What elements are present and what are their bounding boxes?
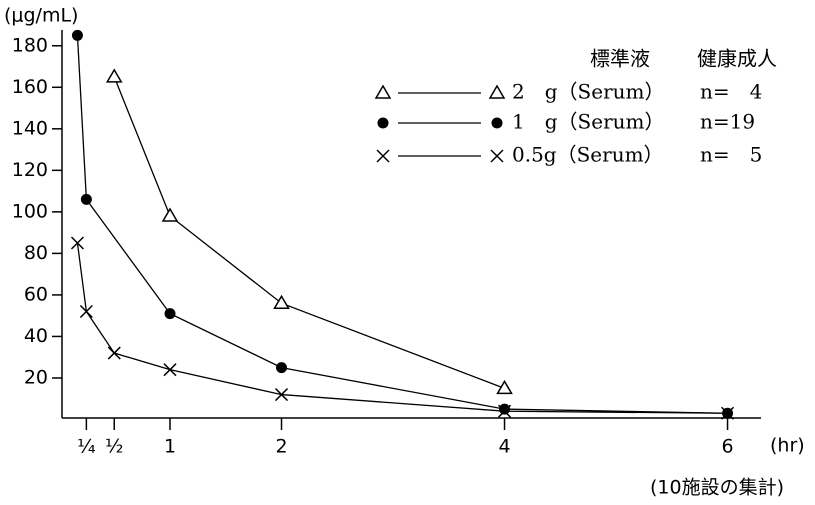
legend-header: 健康成人	[697, 47, 777, 71]
marker	[161, 207, 179, 222]
marker	[499, 403, 511, 415]
y-tick-label: 20	[24, 366, 48, 388]
x-axis-unit: (hr)	[770, 435, 805, 457]
legend-marker	[488, 84, 506, 99]
marker	[163, 363, 177, 377]
series-line	[76, 35, 728, 414]
x-tick-label: 1	[164, 436, 176, 458]
marker	[721, 406, 735, 420]
y-tick-label: 160	[12, 76, 48, 98]
marker	[164, 308, 176, 320]
y-tick-label: 120	[12, 159, 48, 181]
x-tick-label: 4	[498, 436, 510, 458]
y-tick-label: 80	[24, 242, 48, 264]
marker	[80, 193, 92, 205]
series-line	[76, 242, 728, 414]
marker	[71, 29, 83, 41]
note: (10施設の集計)	[650, 477, 784, 499]
y-axis-label: (μg/mL)	[4, 5, 78, 27]
legend-n: n= 5	[700, 143, 762, 167]
legend-marker	[490, 149, 504, 163]
x-tick-label: ¼	[77, 436, 95, 458]
legend-label: 0.5g（Serum）	[512, 143, 664, 167]
marker	[273, 294, 290, 309]
legend-marker	[376, 149, 390, 163]
x-tick-label: 6	[722, 436, 734, 458]
marker	[498, 404, 512, 418]
y-tick-label: 60	[24, 283, 48, 305]
marker	[107, 346, 121, 360]
marker	[496, 379, 513, 395]
legend-label: 2 g（Serum）	[512, 80, 664, 104]
marker	[274, 388, 289, 402]
x-tick-label: ½	[105, 436, 123, 458]
x-tick-label: 2	[275, 436, 287, 458]
legend-label: 1 g（Serum）	[512, 110, 664, 134]
legend-marker	[374, 84, 392, 99]
legend-header: 標準液	[590, 47, 650, 71]
y-tick-label: 40	[24, 325, 48, 347]
legend-marker	[491, 117, 503, 129]
series-line	[113, 76, 505, 389]
legend-n: n=19	[700, 110, 755, 134]
legend-n: n= 4	[700, 80, 762, 104]
y-tick-label: 180	[12, 34, 48, 56]
marker	[276, 362, 288, 374]
y-tick-label: 100	[12, 200, 48, 222]
marker	[105, 68, 123, 83]
y-tick-label: 140	[12, 117, 48, 139]
marker	[70, 236, 84, 250]
legend-marker	[377, 117, 389, 129]
marker	[79, 305, 93, 319]
